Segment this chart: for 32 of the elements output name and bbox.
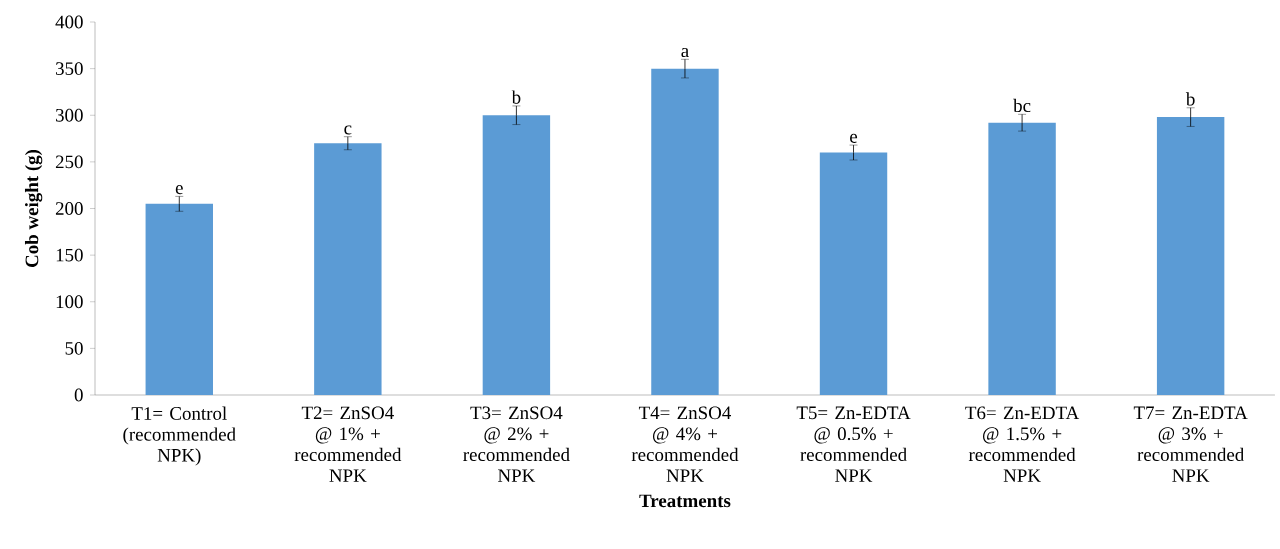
annotation: c <box>344 125 352 135</box>
y-tick-label: 400 <box>55 15 83 29</box>
x-tick-label: T6= Zn-EDTA @ 1.5% + recommended NPK <box>965 406 1080 482</box>
bar <box>145 203 213 395</box>
x-tick-label: T2= ZnSO4 @ 1% + recommended NPK <box>294 406 402 482</box>
y-tick-label: 250 <box>55 155 83 169</box>
x-tick-label: T7= Zn-EDTA @ 3% + recommended NPK <box>1133 406 1248 482</box>
annotation: b <box>511 90 521 104</box>
bar <box>1156 117 1225 395</box>
annotation: e <box>175 185 183 195</box>
annotation: b <box>1185 92 1195 106</box>
bar <box>314 143 382 395</box>
annotation: bc <box>1013 98 1031 113</box>
y-tick-label: 100 <box>56 295 83 309</box>
bar <box>819 152 888 395</box>
annotation: a <box>681 48 689 58</box>
x-axis-title: Treatments <box>639 494 731 508</box>
y-tick-label: 350 <box>56 62 83 76</box>
y-axis-title: Cob weight (g) <box>24 149 43 267</box>
annotation: e <box>850 133 858 143</box>
y-tick-label: 200 <box>55 202 83 215</box>
y-tick-label: 150 <box>56 248 83 262</box>
bar <box>651 68 719 395</box>
bar <box>482 115 551 395</box>
bar <box>988 122 1056 395</box>
y-tick-label: 300 <box>56 108 83 122</box>
y-tick-label: 0 <box>74 388 83 402</box>
x-tick-label: T5= Zn-EDTA @ 0.5% + recommended NPK <box>796 406 911 482</box>
y-tick-label: 50 <box>65 342 83 355</box>
x-tick-label: T3= ZnSO4 @ 2% + recommended NPK <box>463 406 570 482</box>
x-tick-label: T4= ZnSO4 @ 4% + recommended NPK <box>631 406 739 482</box>
x-tick-label: T1= Control (recommended NPK) <box>123 406 236 466</box>
